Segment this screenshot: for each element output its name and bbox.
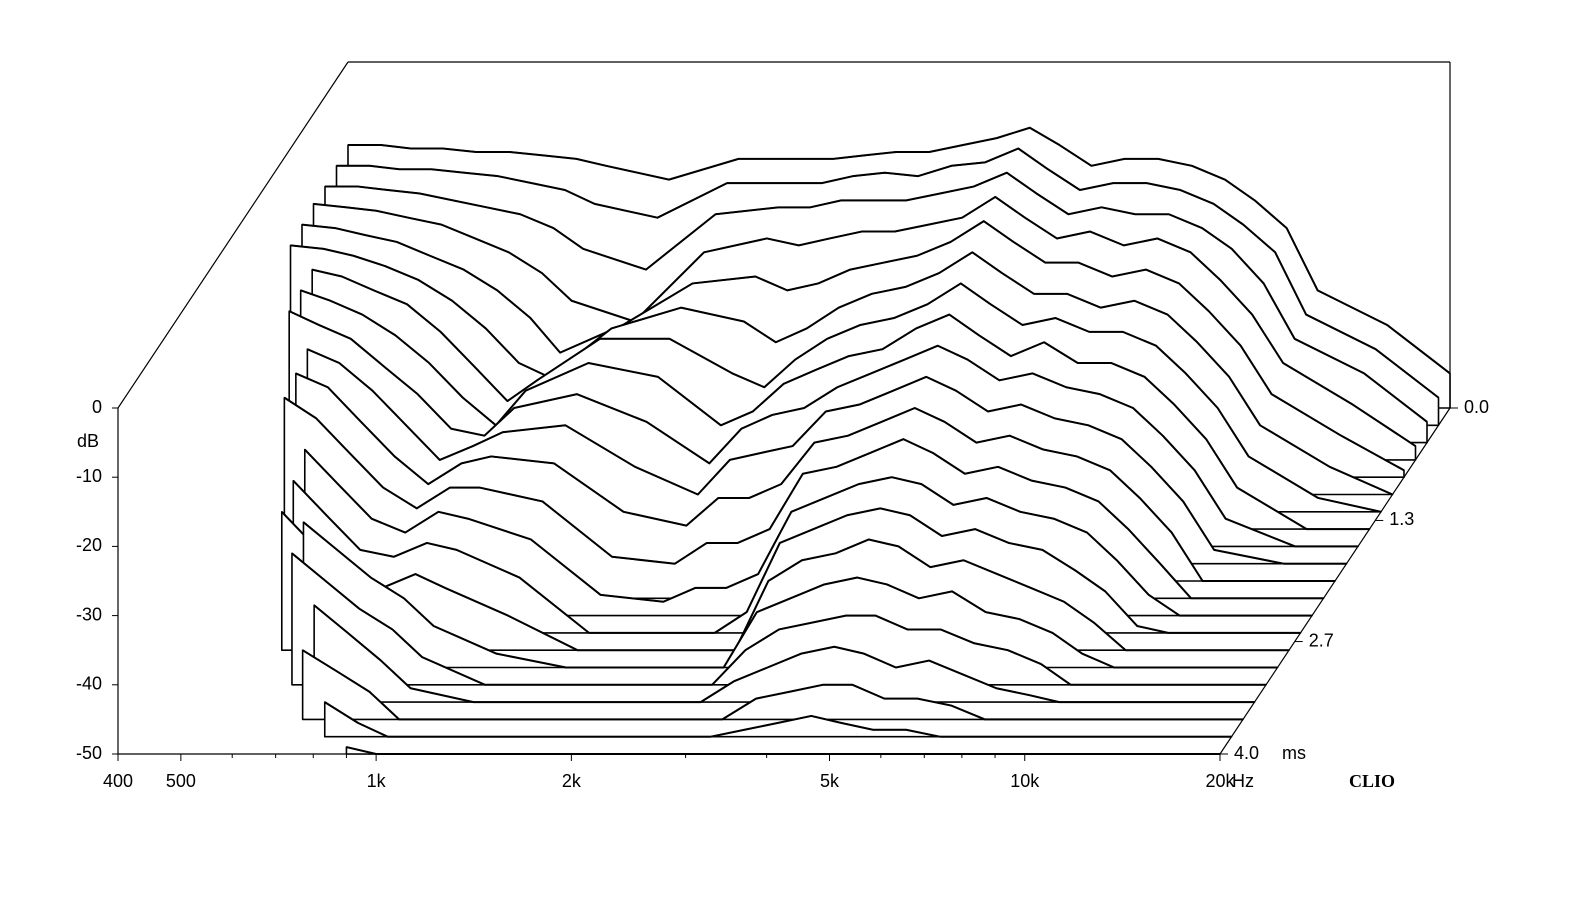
slice-curve <box>313 195 1417 447</box>
slice-curve <box>313 604 1255 704</box>
y-tick-label: -20 <box>76 535 102 555</box>
x-tick-label: 20k <box>1205 771 1235 791</box>
slice-curve <box>301 220 1405 472</box>
slice-curve <box>290 244 1393 496</box>
z-tick-label: 1.3 <box>1389 509 1414 529</box>
slice-curve <box>300 289 1370 531</box>
y-tick-label: -50 <box>76 743 102 763</box>
x-tick-label: 500 <box>166 771 196 791</box>
x-tick-label: 10k <box>1010 771 1040 791</box>
slice-curve <box>311 268 1382 513</box>
y-tick-label: -10 <box>76 466 102 486</box>
y-axis-label: dB <box>77 431 99 451</box>
y-tick-label: -40 <box>76 674 102 694</box>
x-tick-label: 1k <box>367 771 387 791</box>
slice-curve <box>302 521 1278 669</box>
slice-curve <box>288 310 1358 548</box>
slice-curve <box>304 448 1312 617</box>
slice-curve <box>283 396 1324 600</box>
slice-curve <box>348 126 1451 375</box>
x-tick-label: 5k <box>820 771 840 791</box>
axis-line <box>117 61 349 409</box>
x-unit: Hz <box>1232 771 1254 791</box>
z-tick-label: 0.0 <box>1464 397 1489 417</box>
slice-curve <box>346 746 1220 755</box>
slice-curve <box>295 372 1335 582</box>
z-unit: ms <box>1282 743 1306 763</box>
slice-curve <box>302 649 1243 721</box>
slice-curve <box>292 479 1301 634</box>
z-tick-label: 2.7 <box>1309 630 1334 650</box>
slice-curve <box>336 147 1440 399</box>
slice-fill <box>345 746 1221 755</box>
slice-curve <box>324 701 1232 738</box>
slice-curve <box>306 348 1347 565</box>
x-tick-label: 400 <box>103 771 133 791</box>
x-tick-label: 2k <box>562 771 582 791</box>
z-tick-label: 4.0 <box>1234 743 1259 763</box>
slice-curve <box>291 552 1266 686</box>
brand: CLIO <box>1349 771 1395 791</box>
slice-curve <box>325 171 1428 423</box>
slice-curve <box>281 511 1289 652</box>
y-tick-label: -30 <box>76 604 102 624</box>
y-tick-label: 0 <box>92 397 102 417</box>
